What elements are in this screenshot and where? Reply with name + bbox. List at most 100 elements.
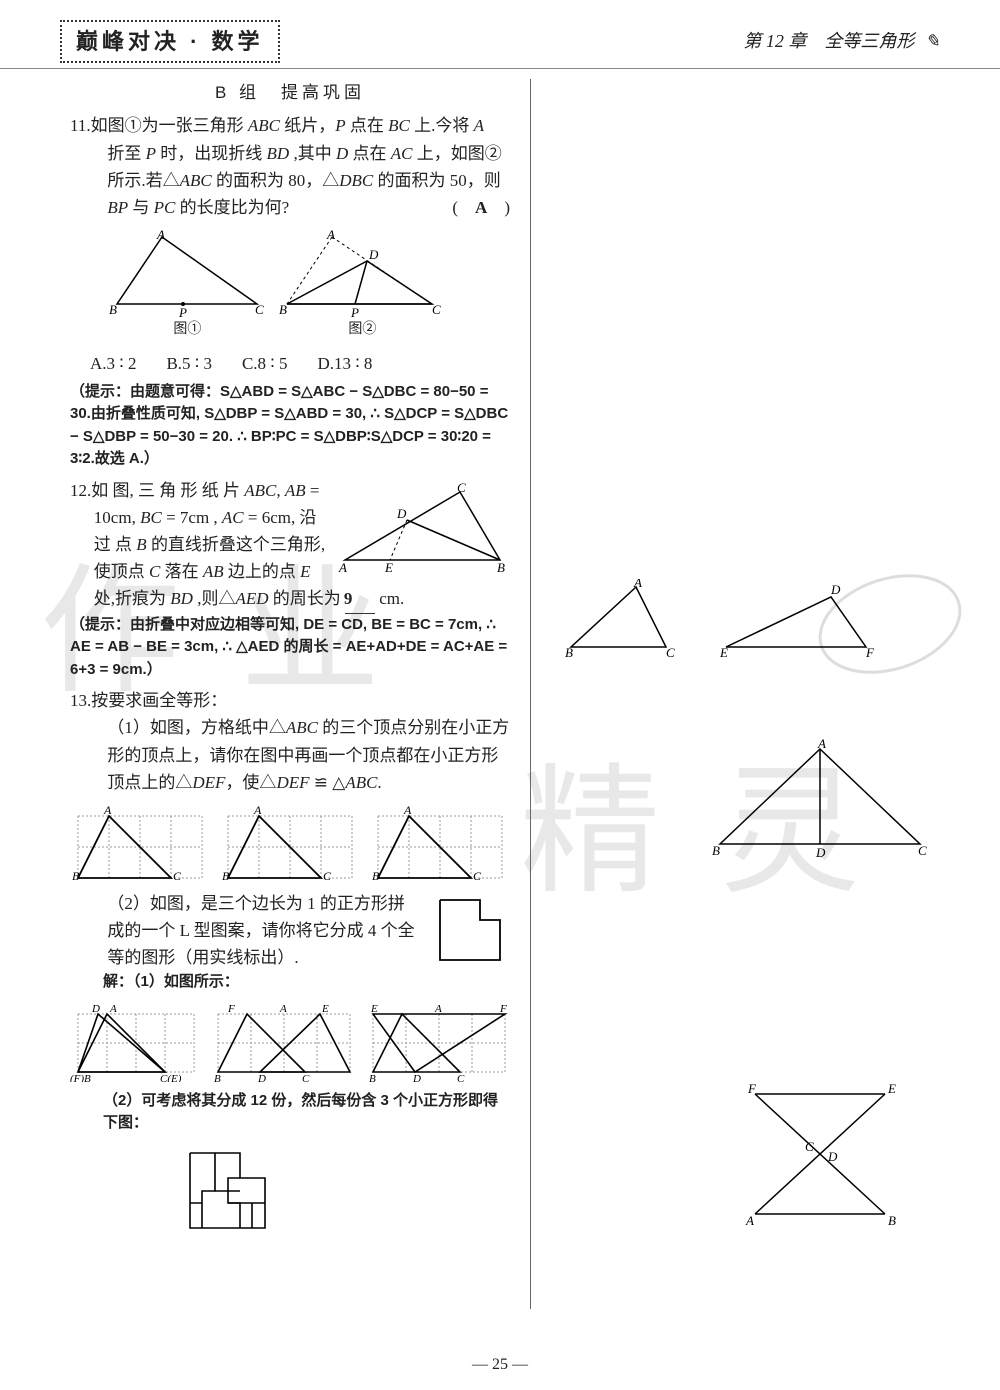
t: P — [146, 144, 156, 163]
section-title: B 组 提高巩固 — [70, 79, 510, 106]
t: DBC — [339, 171, 373, 190]
t: ABC — [286, 718, 318, 737]
t: 边上的点 — [224, 562, 301, 581]
svg-text:F: F — [499, 1003, 507, 1015]
svg-text:B: B — [372, 869, 380, 882]
svg-text:F: F — [227, 1003, 235, 1015]
q11-fig2: A D B P C — [277, 229, 447, 319]
t: 点在 — [348, 144, 391, 163]
question-11: 11.如图①为一张三角形 ABC 纸片，P 点在 BC 上.今将 A 折至 P … — [70, 112, 510, 470]
svg-text:B: B — [109, 302, 117, 317]
svg-text:D: D — [827, 1149, 838, 1164]
t: ABC — [345, 773, 377, 792]
t: AC — [391, 144, 413, 163]
q11-fig1: A B P C — [107, 229, 267, 319]
t: AB — [285, 481, 306, 500]
t: , — [276, 481, 285, 500]
right-column: A B C D E F A B D C — [561, 79, 940, 1309]
svg-text:C: C — [666, 645, 675, 659]
t: BD — [170, 589, 193, 608]
svg-text:E: E — [321, 1003, 329, 1015]
svg-text:A: A — [253, 804, 262, 817]
grid-abc: A B C — [370, 804, 510, 882]
right-fig-hourglass: F E C D A B — [740, 1079, 900, 1229]
t: BC — [140, 508, 162, 527]
svg-text:E: E — [370, 1003, 378, 1015]
t: 的长度比为何? — [175, 198, 289, 217]
sol-grid-3: E A F B D C — [365, 1002, 510, 1082]
t: D — [336, 144, 348, 163]
t: 如图，是三个边长为 1 的正方形拼成的一个 L 型图案，请你将它分成 4 个全等… — [107, 894, 414, 967]
t: 上.今将 — [410, 116, 474, 135]
t: AED — [235, 589, 268, 608]
svg-text:F: F — [747, 1081, 757, 1096]
right-fig-altitude: A B D C — [710, 739, 930, 859]
q11-figures: A B P C 图① A — [70, 229, 510, 341]
svg-text:C: C — [918, 843, 927, 858]
t: 如图①为一张三角形 — [91, 116, 248, 135]
svg-text:A: A — [817, 739, 826, 751]
t: AC — [222, 508, 244, 527]
q13-grids: A B C A B C — [70, 804, 510, 882]
svg-text:D: D — [830, 582, 841, 597]
t: ABC — [180, 171, 212, 190]
page-header: 巅峰对决 · 数学 第 12 章 全等三角形 ✎ — [0, 0, 1000, 69]
svg-text:B: B — [72, 869, 80, 882]
svg-text:C: C — [255, 302, 264, 317]
caption: 图① — [107, 319, 267, 341]
svg-text:A: A — [326, 229, 335, 242]
t: BC — [388, 116, 410, 135]
t: ABC — [244, 481, 276, 500]
svg-text:A: A — [434, 1003, 442, 1015]
pencil-icon: ✎ — [925, 31, 940, 51]
t: E — [300, 562, 310, 581]
svg-text:A: A — [279, 1003, 287, 1015]
svg-text:F: F — [865, 645, 875, 659]
q-num: 13. — [70, 691, 91, 710]
svg-text:D: D — [412, 1073, 421, 1082]
t: ABC — [248, 116, 280, 135]
svg-text:A: A — [745, 1213, 754, 1228]
t: AB — [203, 562, 224, 581]
svg-text:P: P — [350, 305, 359, 319]
svg-text:D: D — [91, 1003, 100, 1015]
q12-figure: C D A E B — [335, 482, 510, 572]
svg-text:E: E — [887, 1081, 896, 1096]
t: 如图，方格纸中△ — [150, 718, 286, 737]
t: = 7cm , — [162, 508, 222, 527]
t: （2） — [107, 894, 150, 913]
t: PC — [154, 198, 176, 217]
t: 时，出现折线 — [156, 144, 267, 163]
t: P — [335, 116, 345, 135]
t: 与 — [128, 198, 154, 217]
svg-text:B: B — [712, 843, 720, 858]
q-num: 12. — [70, 481, 91, 500]
chapter-text: 第 12 章 全等三角形 — [743, 31, 914, 51]
svg-text:B: B — [279, 302, 287, 317]
question-12: C D A E B 12.如 图, 三 角 形 纸 片 ABC, AB = 10… — [70, 477, 510, 681]
svg-text:B: B — [214, 1073, 221, 1082]
book-title: 巅峰对决 · 数学 — [60, 20, 280, 63]
t: 点在 — [346, 116, 389, 135]
t: DEF — [276, 773, 309, 792]
svg-text:C: C — [323, 869, 332, 882]
svg-text:A: A — [403, 804, 412, 817]
t: （1） — [107, 718, 150, 737]
caption: 图② — [277, 319, 447, 341]
option: D.13 ∶ 8 — [317, 350, 372, 377]
grid-abc: A B C — [220, 804, 360, 882]
svg-text:A: A — [109, 1003, 117, 1015]
svg-text:B: B — [565, 645, 573, 659]
t: ,则△ — [193, 589, 236, 608]
t: ,其中 — [289, 144, 336, 163]
grid-abc: A B C — [70, 804, 210, 882]
t: 纸片， — [280, 116, 335, 135]
t: cm. — [379, 589, 404, 608]
svg-text:(F)B: (F)B — [70, 1073, 91, 1082]
option: B.5 ∶ 3 — [166, 350, 212, 377]
svg-text:B: B — [222, 869, 230, 882]
t: B — [136, 535, 146, 554]
svg-text:C: C — [805, 1139, 814, 1154]
sol-grid-2: F A E B D C — [210, 1002, 355, 1082]
t: DEF — [192, 773, 225, 792]
